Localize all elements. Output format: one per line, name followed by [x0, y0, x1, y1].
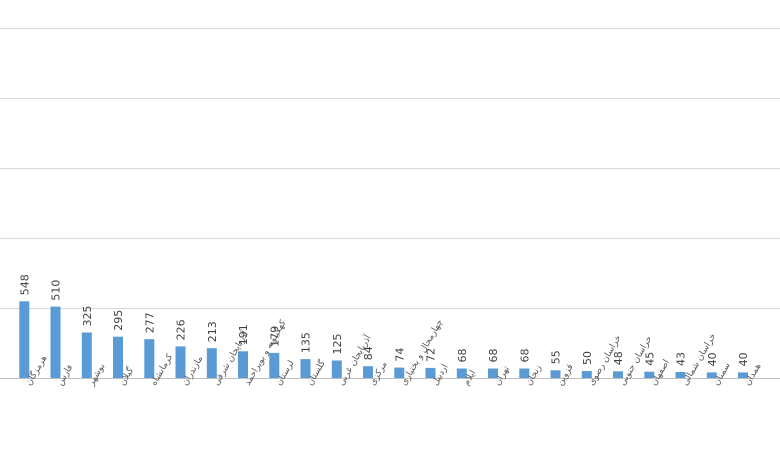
bar: [113, 336, 123, 378]
data-label: 226: [175, 319, 188, 340]
bar: [50, 306, 61, 378]
data-label: 68: [456, 349, 469, 363]
bar: [456, 368, 467, 378]
data-label: 135: [300, 332, 313, 353]
data-label: 213: [206, 321, 219, 342]
data-label: 40: [737, 352, 750, 366]
bar: [550, 370, 561, 378]
bar: [331, 360, 342, 378]
data-label: 179: [268, 326, 281, 347]
data-label: 277: [143, 312, 156, 333]
value-labels: 1021548510325295277226213191179135125847…: [18, 274, 750, 366]
data-label: 48: [612, 351, 625, 365]
bar: [394, 367, 405, 378]
bar: [644, 371, 655, 378]
bars: [19, 301, 748, 378]
data-label: 40: [706, 352, 719, 366]
data-label: 45: [643, 352, 656, 366]
bar: [425, 367, 436, 378]
data-label: 55: [550, 350, 563, 364]
bar: [613, 371, 623, 378]
data-label: 295: [112, 310, 125, 331]
bar: [19, 301, 30, 378]
data-label: 72: [425, 348, 438, 362]
data-label: 125: [331, 334, 344, 355]
data-label: 68: [487, 349, 500, 363]
bar: [519, 368, 530, 378]
data-label: 68: [518, 349, 531, 363]
bar: [238, 351, 248, 378]
bar: [363, 366, 373, 378]
bar: [175, 346, 186, 378]
bar: [488, 368, 498, 378]
bar: [675, 372, 686, 378]
bar: [300, 359, 311, 378]
data-label: 548: [18, 274, 31, 295]
bar: [738, 372, 748, 378]
category-label: تهران: [493, 364, 512, 387]
gridlines: [0, 28, 780, 379]
category-label: زنجان: [524, 363, 544, 387]
bar: [269, 352, 280, 378]
data-label: 50: [581, 351, 594, 365]
data-label: 510: [50, 280, 63, 301]
data-label: 84: [362, 346, 375, 360]
bar: [206, 348, 217, 378]
bar: [706, 372, 717, 378]
data-label: 191: [237, 324, 250, 345]
data-label: 74: [393, 348, 406, 362]
data-label: 325: [81, 306, 94, 327]
bar: [144, 339, 155, 378]
data-label: 43: [675, 352, 688, 366]
bar: [581, 371, 592, 378]
bar: [81, 332, 92, 378]
